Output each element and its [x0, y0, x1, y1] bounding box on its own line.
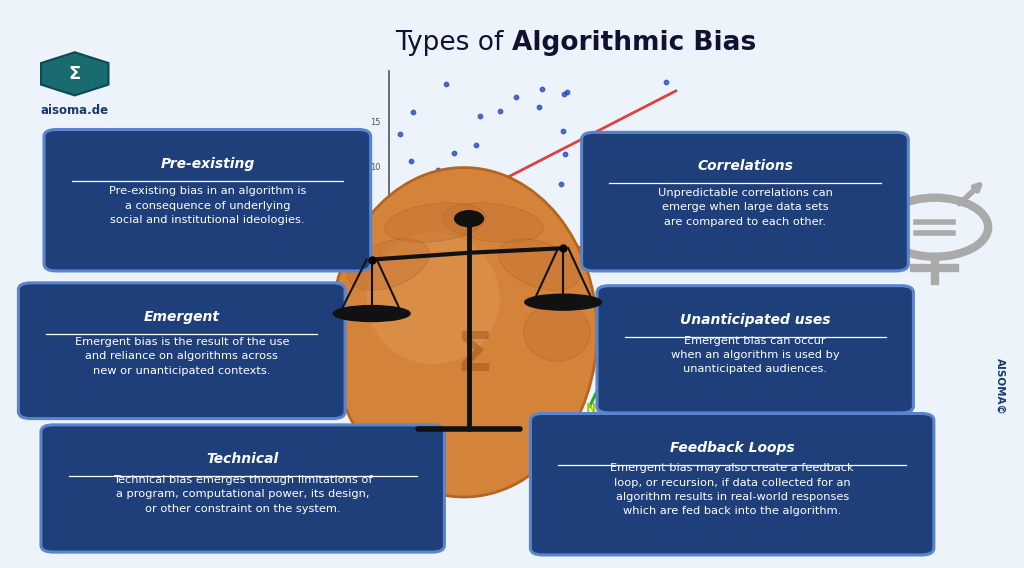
Point — [430, 217, 446, 226]
Text: 10: 10 — [371, 164, 381, 173]
Text: Σ: Σ — [456, 329, 493, 381]
Text: 40: 40 — [579, 246, 589, 255]
Text: net_j: net_j — [372, 446, 386, 452]
Text: Emergent: Emergent — [143, 310, 220, 324]
Point — [653, 225, 670, 234]
Ellipse shape — [348, 239, 429, 290]
Point — [445, 148, 462, 157]
Point — [558, 87, 574, 97]
Text: Emergent bias can occur
when an algorithm is used by
unanticipated audiences.: Emergent bias can occur when an algorith… — [671, 336, 840, 374]
Text: Netzeinga..: Netzeinga.. — [360, 442, 397, 447]
Point — [555, 90, 571, 99]
Ellipse shape — [367, 232, 500, 364]
Point — [530, 103, 547, 112]
Point — [430, 166, 446, 175]
Text: Unpredictable correlations can
emerge when large data sets
are compared to each : Unpredictable correlations can emerge wh… — [657, 188, 833, 227]
Ellipse shape — [524, 303, 590, 361]
Text: Emergent bias is the result of the use
and reliance on algorithms across
new or : Emergent bias is the result of the use a… — [75, 337, 289, 376]
Text: 15: 15 — [371, 118, 381, 127]
Ellipse shape — [525, 294, 602, 310]
Point — [472, 111, 488, 120]
Text: Pre-existing: Pre-existing — [160, 157, 255, 170]
Text: Technical: Technical — [207, 452, 279, 466]
Text: Unanticipated uses: Unanticipated uses — [680, 313, 830, 327]
Point — [607, 174, 624, 183]
FancyBboxPatch shape — [530, 414, 934, 555]
Circle shape — [386, 458, 423, 479]
Point — [553, 179, 569, 188]
Text: Technical bias emerges through limitations of
a program, computational power, it: Technical bias emerges through limitatio… — [113, 475, 373, 513]
Circle shape — [455, 211, 483, 227]
FancyBboxPatch shape — [597, 286, 913, 413]
Text: Σ: Σ — [69, 65, 81, 83]
Ellipse shape — [442, 203, 543, 243]
Text: 5: 5 — [376, 209, 381, 218]
Text: Emergent bias may also create a feedback
loop, or recursion, if data collected f: Emergent bias may also create a feedback… — [610, 463, 854, 516]
Text: aisoma.de: aisoma.de — [41, 105, 109, 117]
Point — [404, 107, 421, 116]
Ellipse shape — [385, 203, 485, 243]
Point — [402, 157, 419, 166]
Text: NP: NP — [586, 402, 606, 415]
Point — [508, 92, 524, 101]
Ellipse shape — [499, 239, 580, 290]
Point — [653, 187, 670, 197]
Text: V: V — [665, 400, 675, 413]
Text: Pre-existing bias in an algorithm is
a consequence of underlying
social and inst: Pre-existing bias in an algorithm is a c… — [109, 186, 306, 225]
Point — [399, 191, 416, 201]
Text: x_i: x_i — [339, 467, 347, 473]
Point — [586, 195, 602, 204]
Text: 20: 20 — [420, 246, 430, 255]
FancyBboxPatch shape — [18, 283, 345, 419]
Point — [492, 106, 508, 115]
Point — [555, 126, 571, 135]
Text: w_ij: w_ij — [338, 456, 348, 462]
Point — [659, 186, 676, 195]
Text: Feedback Loops: Feedback Loops — [670, 441, 795, 454]
Text: AISOMA©: AISOMA© — [995, 358, 1006, 415]
FancyBboxPatch shape — [41, 425, 444, 552]
Point — [557, 149, 573, 158]
Text: Algorithmic Bias: Algorithmic Bias — [512, 30, 757, 56]
Point — [437, 80, 454, 89]
Point — [442, 193, 459, 202]
Point — [514, 184, 530, 193]
Point — [468, 140, 484, 149]
Point — [468, 205, 484, 214]
Text: Types of: Types of — [395, 30, 512, 56]
Point — [489, 229, 506, 239]
Point — [434, 214, 451, 223]
Point — [630, 231, 646, 240]
Point — [592, 221, 608, 230]
Point — [425, 223, 441, 232]
Ellipse shape — [334, 306, 410, 321]
Point — [658, 77, 675, 86]
Point — [392, 130, 409, 139]
Ellipse shape — [331, 168, 597, 497]
Text: Σ: Σ — [401, 463, 408, 474]
Text: 50: 50 — [650, 246, 660, 255]
Point — [437, 207, 454, 216]
Text: Correlations: Correlations — [697, 160, 793, 173]
Text: 30: 30 — [497, 246, 507, 255]
Point — [534, 85, 550, 94]
FancyBboxPatch shape — [582, 132, 908, 271]
Point — [621, 153, 637, 162]
Text: S: S — [611, 343, 622, 356]
FancyBboxPatch shape — [44, 130, 371, 271]
